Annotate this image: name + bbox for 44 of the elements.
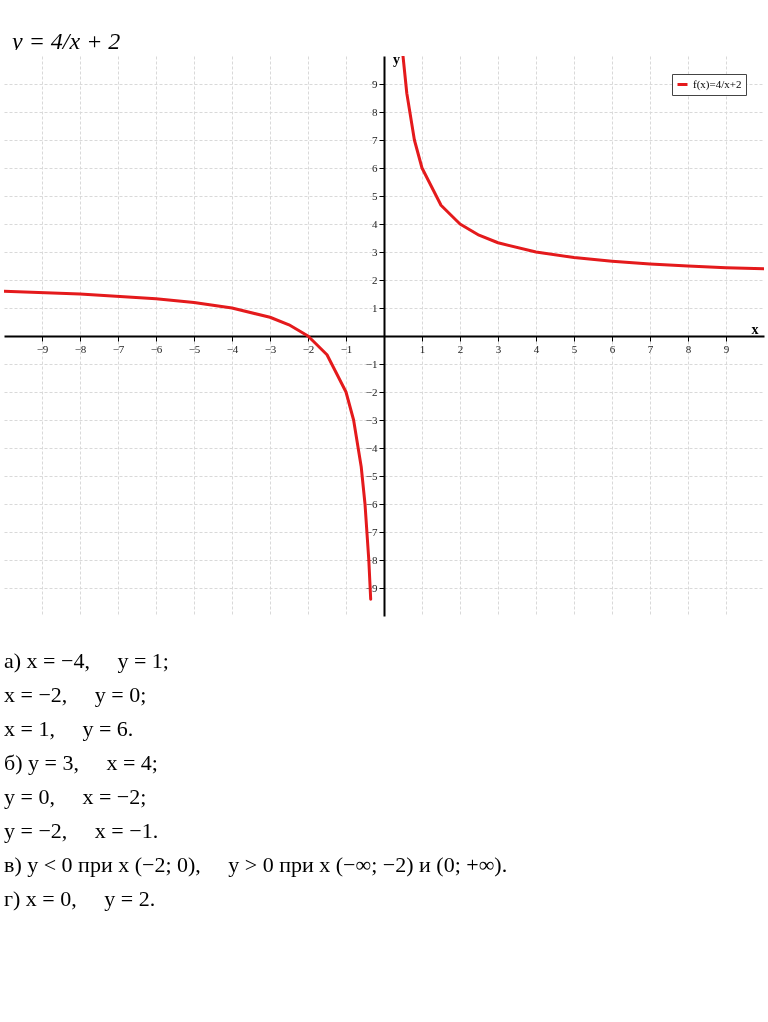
text: в) y < 0 при x (−2; 0), y > 0 при x (−∞; −2) и (0; +∞). <box>4 852 509 879</box>
x-tick-label: −5 <box>188 342 201 355</box>
y-axis-title: y <box>393 51 400 67</box>
text: г) x = 0, y = 2. <box>4 886 157 913</box>
x-tick-label: −3 <box>264 342 277 355</box>
y-tick-label: 7 <box>372 133 378 146</box>
x-tick-label: −6 <box>150 342 163 355</box>
y-tick-label: −3 <box>365 413 378 426</box>
y-tick-label: 3 <box>372 245 378 258</box>
x-tick-label: −4 <box>226 342 239 355</box>
x-tick-label: 6 <box>609 342 616 355</box>
x-tick-label: 1 <box>419 342 426 355</box>
x-tick-label: −8 <box>74 342 87 355</box>
text: y = 0, x = −2; <box>4 784 148 811</box>
y-tick-label: −2 <box>365 385 378 398</box>
text: y = −2, x = −1. <box>4 818 160 845</box>
x-tick-label: −1 <box>340 342 353 355</box>
x-tick-label: 5 <box>571 342 578 355</box>
legend-label: f(x)=4/x+2 <box>693 77 742 91</box>
y-tick-label: 5 <box>372 189 378 202</box>
x-axis-title: x <box>751 321 759 337</box>
text: а) x = −4, y = 1; <box>4 648 170 675</box>
x-tick-label: 7 <box>647 342 654 355</box>
y-tick-label: 6 <box>372 161 378 174</box>
text: x = 1, y = 6. <box>4 716 135 743</box>
x-tick-label: −2 <box>302 342 315 355</box>
y-tick-label: −4 <box>365 441 378 454</box>
y-tick-label: 8 <box>372 105 378 118</box>
x-tick-label: 8 <box>685 342 692 355</box>
x-tick-label: −9 <box>36 342 49 355</box>
x-tick-label: −7 <box>112 342 125 355</box>
y-tick-label: −6 <box>365 497 378 510</box>
x-tick-label: 4 <box>533 342 540 355</box>
x-tick-label: 9 <box>723 342 730 355</box>
x-tick-label: 2 <box>457 342 464 355</box>
y-tick-label: −5 <box>365 469 378 482</box>
y-tick-label: 2 <box>372 273 378 286</box>
y-tick-label: 4 <box>372 217 378 230</box>
x-tick-label: 3 <box>495 342 502 355</box>
y-tick-label: 1 <box>372 301 378 314</box>
text: x = −2, y = 0; <box>4 682 148 709</box>
text: б) y = 3, x = 4; <box>4 750 159 777</box>
y-tick-label: 9 <box>372 77 378 90</box>
y-tick-label: −1 <box>365 357 378 370</box>
